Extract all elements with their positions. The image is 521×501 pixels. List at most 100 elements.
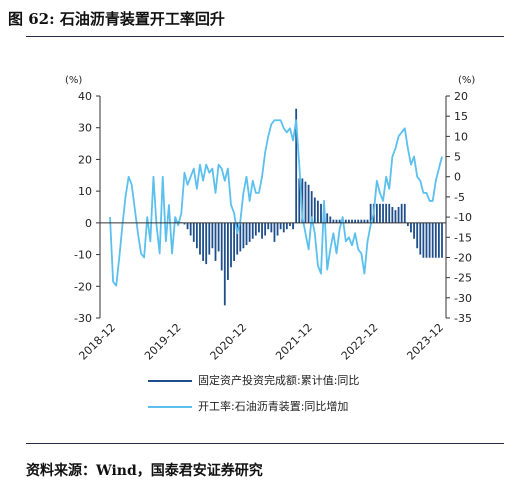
- left-tick-label: 0: [85, 217, 92, 230]
- chart: 40 30 20 10 0 -10 -20 -30 20 15 10 5 0 -5 -10 -15 -20 -2…: [65, 75, 475, 363]
- bar-mark: [422, 222, 425, 258]
- bar-mark: [397, 207, 400, 223]
- bar-mark: [441, 222, 443, 258]
- bar-mark: [357, 219, 360, 223]
- bar-mark: [360, 219, 363, 223]
- bar-mark: [413, 222, 415, 239]
- bar-mark: [425, 222, 428, 258]
- bar-mark: [239, 222, 242, 252]
- bar-mark: [388, 203, 391, 223]
- bar-mark: [251, 222, 254, 239]
- bar-mark: [428, 222, 431, 258]
- bar-mark: [186, 222, 189, 230]
- legend-item-investment: 固定资产投资完成额:累计值:同比: [148, 372, 359, 388]
- bar-mark: [264, 222, 267, 236]
- figure-title: 图 62: 石油沥青装置开工率回升: [8, 10, 225, 28]
- bar-mark: [189, 222, 192, 236]
- bar-mark: [438, 222, 440, 258]
- bar-mark: [400, 203, 403, 223]
- right-tick-label: -30: [454, 292, 472, 305]
- bar-mark: [385, 203, 388, 223]
- bar-mark: [363, 219, 366, 223]
- right-tick-label: -25: [454, 272, 472, 285]
- bar-mark: [214, 222, 217, 261]
- line-series-utilization: [109, 119, 443, 287]
- right-tick-label: -15: [454, 231, 472, 244]
- x-tick-label: 2019-12: [142, 321, 184, 363]
- bar-mark: [276, 222, 279, 236]
- bar-mark: [289, 222, 291, 227]
- left-tick-label: -10: [74, 249, 92, 262]
- left-axis-unit: (%): [65, 75, 82, 86]
- bar-mark: [195, 222, 198, 249]
- bar-mark: [329, 216, 332, 223]
- bar-mark: [351, 219, 353, 223]
- bar-mark: [326, 213, 329, 223]
- bar-mark: [223, 222, 226, 306]
- bar-mark: [320, 203, 322, 223]
- bar-mark: [304, 181, 307, 223]
- bar-mark: [233, 222, 236, 261]
- right-tick-label: 5: [454, 151, 461, 164]
- x-tick-label: 2020-12: [208, 321, 250, 363]
- bar-mark: [313, 197, 316, 223]
- bar-mark: [183, 222, 186, 225]
- bar-mark: [270, 222, 273, 233]
- bar-mark: [406, 222, 409, 227]
- right-tick-label: -5: [454, 191, 465, 204]
- bar-mark: [202, 222, 204, 261]
- bar-mark: [410, 222, 412, 233]
- bar-mark: [242, 222, 245, 249]
- left-tick-label: 40: [78, 90, 92, 103]
- bar-mark: [301, 178, 304, 223]
- legend-item-utilization: 开工率:石油沥青装置:同比增加: [148, 398, 348, 414]
- bar-mark: [431, 222, 434, 258]
- left-tick-label: 20: [78, 153, 92, 166]
- bar-mark: [382, 203, 384, 223]
- right-tick-label: 20: [454, 90, 468, 103]
- right-tick-label: 0: [454, 171, 461, 184]
- bar-mark: [236, 222, 239, 255]
- bar-mark: [332, 219, 335, 223]
- bar-mark: [316, 200, 319, 223]
- source-note: 资料来源：Wind，国泰君安证券研究: [26, 463, 263, 479]
- bar-mark: [369, 203, 372, 223]
- right-tick-label: -10: [454, 211, 472, 224]
- right-tick-label: -35: [454, 312, 472, 325]
- legend-label-investment: 固定资产投资完成额:累计值:同比: [198, 374, 360, 387]
- bar-mark: [379, 203, 381, 223]
- bar-mark: [335, 219, 338, 223]
- bar-mark: [248, 222, 251, 242]
- bar-mark: [227, 222, 229, 280]
- bar-mark: [211, 222, 214, 249]
- bar-mark: [338, 219, 341, 223]
- left-tick-label: -30: [74, 312, 92, 325]
- right-tick-label: -20: [454, 251, 472, 264]
- bar-mark: [267, 222, 270, 230]
- bar-mark: [230, 222, 232, 268]
- bottom-rule: [26, 443, 504, 444]
- bar-mark: [416, 222, 419, 249]
- bar-mark: [419, 222, 422, 255]
- bar-mark: [199, 222, 201, 255]
- bar-mark: [220, 222, 223, 271]
- bar-mark: [298, 178, 301, 223]
- bar-mark: [285, 222, 288, 230]
- bar-mark: [245, 222, 248, 246]
- bar-mark: [279, 222, 282, 230]
- right-axis-unit: (%): [458, 75, 475, 86]
- bar-mark: [217, 222, 220, 252]
- bar-mark: [208, 222, 211, 255]
- left-tick-label: 30: [78, 122, 92, 135]
- bar-mark: [307, 184, 310, 223]
- bar-mark: [192, 222, 195, 242]
- bar-mark: [282, 222, 285, 233]
- right-tick-label: 10: [454, 130, 468, 143]
- bar-mark: [434, 222, 437, 258]
- left-tick-label: 10: [78, 185, 92, 198]
- bar-mark: [391, 207, 394, 223]
- bar-mark: [205, 222, 208, 265]
- bar-mark: [354, 219, 357, 223]
- legend-swatch-utilization: [148, 406, 192, 408]
- bar-mark: [258, 222, 260, 233]
